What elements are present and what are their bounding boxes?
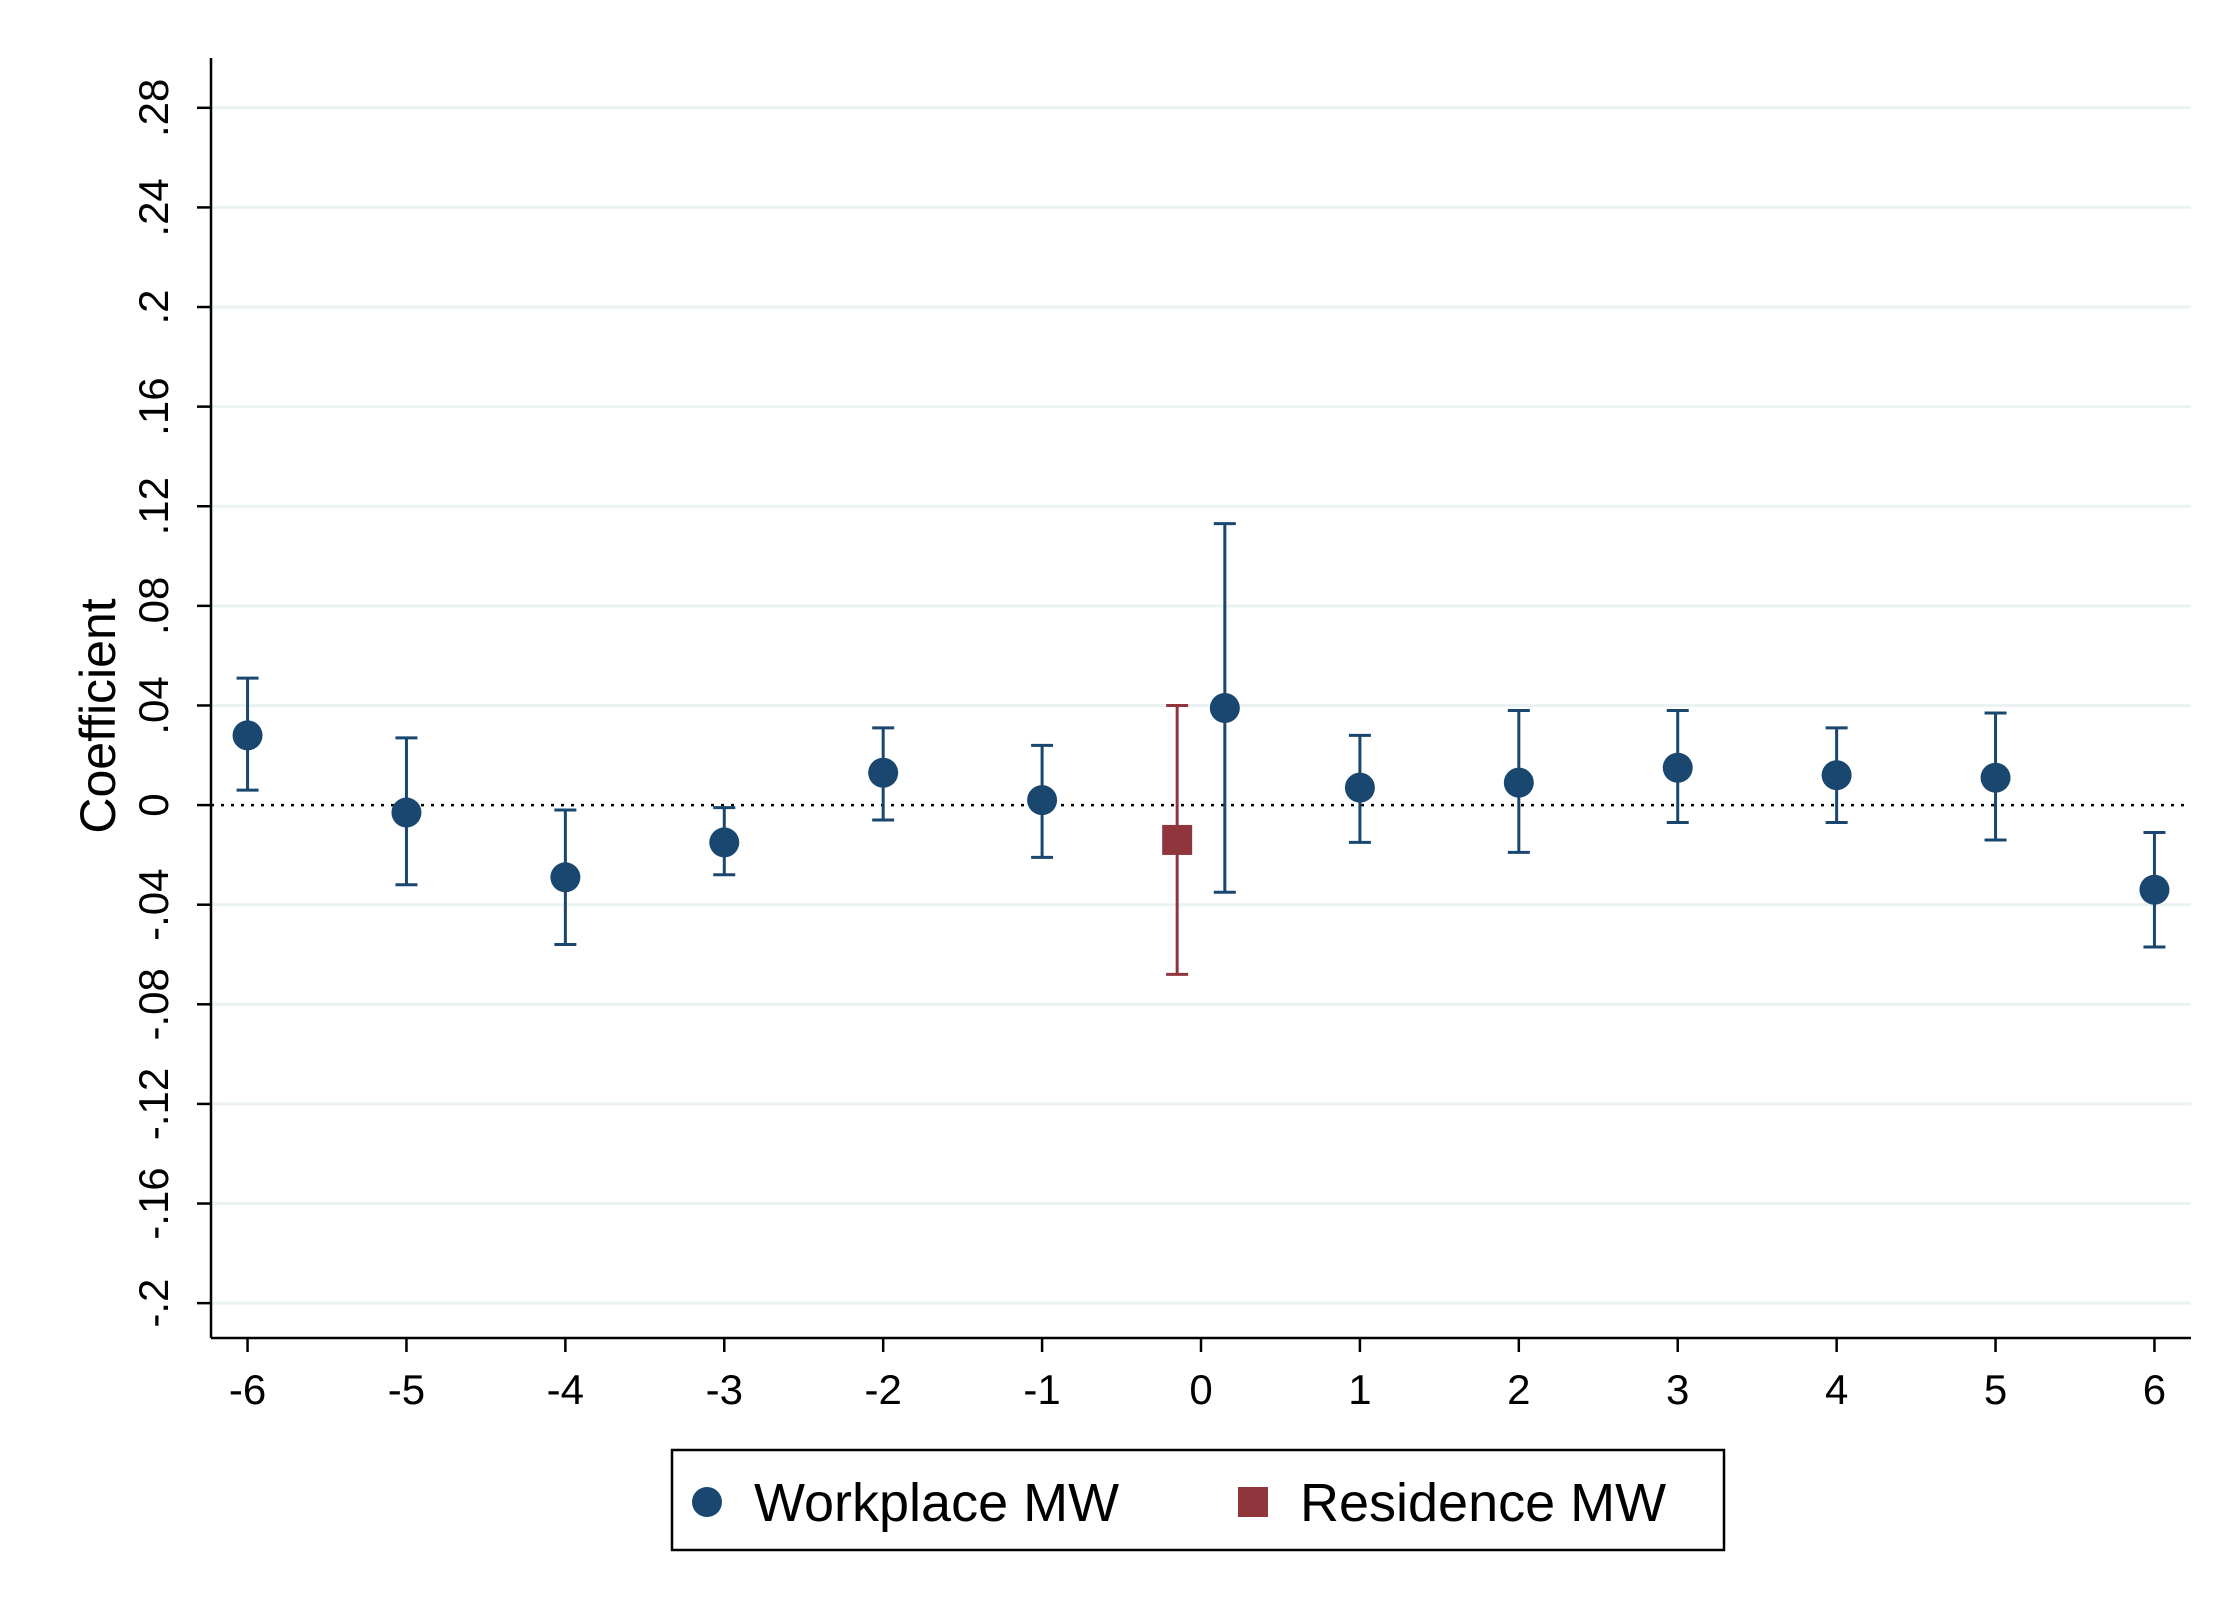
y-axis-ticks: -.2 -.16 -.12 -.08 -.04 0 .04 .08 .12 .16 .2 .24 .28 [130,79,211,1328]
x-tick-label-3: -3 [706,1366,743,1413]
y-tick-label-12: .28 [130,79,177,137]
y-tick-label-11: .24 [130,178,177,236]
point-marker-0-7 [1344,772,1375,803]
x-tick-label-12: 6 [2143,1366,2166,1413]
series-0-point-7 [1344,733,1375,844]
legend-marker-residence [1238,1487,1268,1517]
point-marker-0-10 [1821,760,1852,791]
legend: Workplace MW Residence MW [670,1448,1726,1552]
y-tick-label-2: -.12 [130,1068,177,1140]
y-tick-label-10: .2 [130,290,177,325]
y-tick-label-5: 0 [130,793,177,816]
x-tick-label-8: 2 [1507,1366,1530,1413]
y-tick-label-4: -.04 [130,869,177,941]
point-marker-0-0 [232,720,263,751]
series-0-point-6 [1209,522,1240,894]
x-tick-label-6: 0 [1189,1366,1212,1413]
point-marker-0-2 [550,862,581,893]
point-marker-1-0 [1162,824,1193,855]
x-tick-label-10: 4 [1825,1366,1848,1413]
point-marker-0-1 [391,797,422,828]
y-tick-label-0: -.2 [130,1279,177,1328]
legend-label-workplace: Workplace MW [754,1473,1119,1533]
y-tick-label-3: -.08 [130,968,177,1040]
gridlines [211,106,2191,1305]
data-marks [232,522,2170,976]
legend-marker-workplace [692,1487,722,1517]
series-0-point-0 [232,676,263,792]
legend-label-residence: Residence MW [1300,1473,1666,1533]
series-0-point-2 [550,808,581,947]
point-marker-0-5 [1027,785,1058,816]
point-marker-0-12 [2139,874,2170,905]
point-marker-0-11 [1980,762,2011,793]
x-tick-label-5: -1 [1023,1366,1060,1413]
y-tick-label-7: .08 [130,577,177,635]
y-tick-label-6: .04 [130,676,177,734]
y-axis-title: Coefficient [70,598,126,833]
point-marker-0-6 [1209,692,1240,723]
point-marker-0-4 [868,757,899,788]
point-marker-0-8 [1503,767,1534,798]
series-0-point-4 [868,726,899,822]
series-1-point-0 [1162,703,1193,976]
x-tick-label-11: 5 [1984,1366,2007,1413]
x-tick-label-7: 1 [1348,1366,1371,1413]
series-0-point-12 [2139,830,2170,949]
point-marker-0-9 [1662,752,1693,783]
y-tick-label-8: .12 [130,477,177,535]
series-0-point-11 [1980,711,2011,842]
legend-box [670,1448,1726,1552]
series-0-point-5 [1027,743,1058,859]
x-axis-ticks: -6 -5 -4 -3 -2 -1 0 1 2 3 4 5 6 [229,1338,2166,1413]
x-tick-label-1: -5 [388,1366,425,1413]
series-0-point-3 [709,806,740,877]
series-0-point-1 [391,736,422,887]
x-tick-label-4: -2 [865,1366,902,1413]
x-tick-label-0: -6 [229,1366,266,1413]
series-0-point-10 [1821,726,1852,825]
point-marker-0-3 [709,827,740,858]
series-0-point-9 [1662,708,1693,825]
x-tick-label-9: 3 [1666,1366,1689,1413]
y-tick-label-1: -.16 [130,1167,177,1239]
y-tick-label-9: .16 [130,377,177,435]
x-tick-label-2: -4 [547,1366,584,1413]
series-0-point-8 [1503,708,1534,854]
